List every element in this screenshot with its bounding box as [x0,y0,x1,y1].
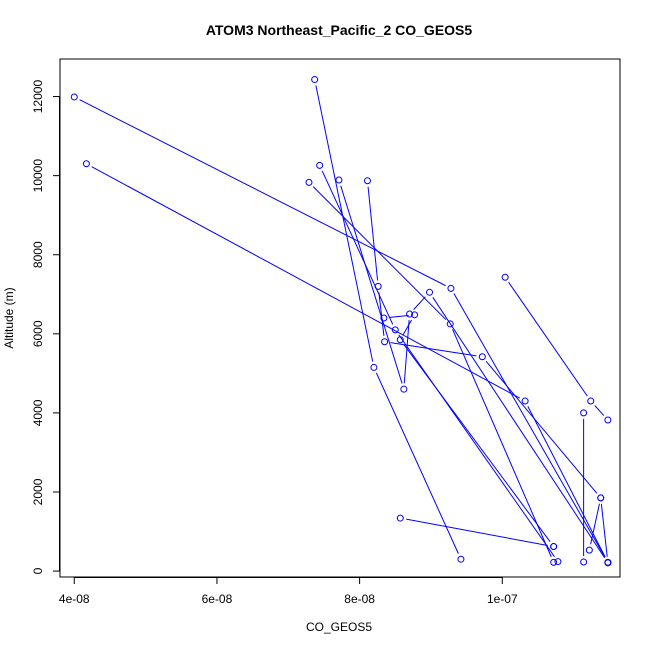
series-group [396,514,558,551]
series-segment [508,281,588,397]
data-point [70,93,78,101]
data-point [400,385,408,393]
series-segment [375,372,459,554]
y-tick-label: 2000 [31,478,45,505]
x-tick-label: 8e-08 [344,592,375,606]
series-segment [390,342,477,357]
data-point [580,409,588,417]
data-point [370,363,378,371]
data-point [501,273,509,281]
series-segment [315,85,374,362]
plot-frame [59,58,621,578]
series-segment [79,99,446,287]
series-segment [594,405,605,416]
data-point [411,311,419,319]
data-point [396,514,404,522]
data-point [426,288,434,296]
series-group [316,161,562,566]
series-group [305,178,558,566]
data-point [381,338,389,346]
data-point [396,336,404,344]
series-group [82,160,612,566]
series-segment [453,293,606,558]
data-point [380,314,388,322]
data-point [478,353,486,361]
series-segment [590,503,600,545]
series-segment [485,361,598,494]
series-segment [452,329,552,558]
series-segment [406,518,548,546]
y-tick-label: 6000 [31,320,45,347]
data-point [446,320,454,328]
data-point [554,558,562,566]
series-group [363,177,612,567]
series-group [585,494,605,554]
data-point [335,176,343,184]
series-segment [527,406,606,558]
data-point [457,555,465,563]
data-point [406,310,414,318]
series-segment [389,314,409,318]
chart-title: ATOM3 Northeast_Pacific_2 CO_GEOS5 [206,22,473,38]
series-segment [312,186,447,321]
data-point [316,161,324,169]
series-segment [367,186,379,281]
series-group [335,176,612,567]
x-tick-label: 4e-08 [59,592,90,606]
series-segment [321,170,394,325]
data-point [311,76,319,84]
series-segment [600,503,608,557]
series-segment [398,334,555,557]
data-point [521,397,529,405]
data-point [597,494,605,502]
x-tick-label: 1e-07 [487,592,518,606]
series-group [580,409,588,566]
series-segment [378,292,385,336]
data-point [82,160,90,168]
y-axis: 0 2000 4000 6000 8000 10000 12000 [31,80,60,574]
data-point [604,416,612,424]
data-point [604,559,612,567]
series-segment [340,185,403,384]
data-point [447,284,455,292]
data-point [391,326,399,334]
series-segment [432,297,605,559]
series-segment [413,296,426,310]
series-segment [402,319,412,335]
y-tick-label: 8000 [31,241,45,268]
y-tick-label: 0 [31,567,45,574]
data-point [587,397,595,405]
series-group [501,273,612,424]
series-segment [91,166,521,399]
series-segment [403,319,410,384]
y-tick-label: 10000 [31,159,45,193]
data-point [374,282,382,290]
x-tick-label: 6e-08 [202,592,233,606]
series-segment [403,344,551,543]
y-tick-label: 4000 [31,399,45,426]
series-layer [70,76,612,567]
y-axis-label: Altitude (m) [2,287,16,348]
data-point [550,543,558,551]
x-axis-label: CO_GEOS5 [306,620,372,634]
data-point [585,546,593,554]
y-tick-label: 12000 [31,80,45,114]
series-group [70,93,612,566]
data-point [580,558,588,566]
data-point [550,558,558,566]
x-axis: 4e-08 6e-08 8e-08 1e-07 [59,577,518,606]
series-group [311,76,465,563]
data-point [305,178,313,186]
data-point [363,177,371,185]
